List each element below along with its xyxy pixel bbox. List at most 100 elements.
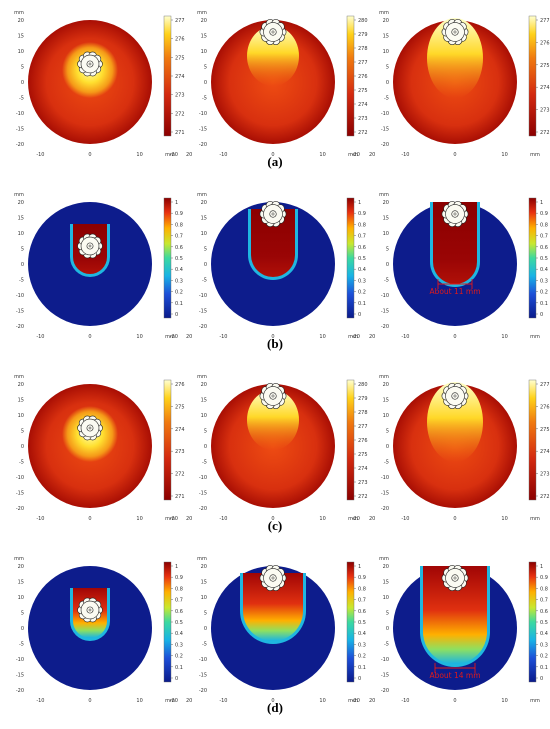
- tube-ring: [269, 392, 277, 400]
- y-tick-label: 20: [201, 18, 207, 24]
- x-tick-label: 10: [501, 698, 507, 704]
- y-tick-label: 10: [201, 413, 207, 419]
- tube-center: [271, 576, 275, 580]
- panel: mm20151050-5-10-15-20-20-1001020mmAbout …: [352, 556, 548, 704]
- colorbar-tick-label: 276: [175, 37, 185, 43]
- tube-body: [445, 22, 465, 42]
- y-tick-label: -5: [19, 278, 24, 284]
- tube-body: [80, 54, 100, 74]
- tube-body: [263, 386, 283, 406]
- y-tick-label: -10: [381, 111, 389, 117]
- colorbar-tick-label: 0.2: [540, 654, 548, 660]
- y-tick-label: -15: [381, 309, 389, 315]
- panel: mm20151050-5-10-15-20-20-1001020mmAbout …: [352, 192, 548, 340]
- colorbar-tick-label: 271: [175, 494, 185, 500]
- melt-region: [423, 566, 487, 664]
- warm-plume: [427, 18, 483, 98]
- x-tick-label: -10: [219, 516, 227, 522]
- colorbar-tick-label: 0: [358, 312, 361, 318]
- axis-unit-top: mm: [14, 192, 24, 198]
- colorbar-tick-label: 274: [175, 427, 185, 433]
- axis-unit-top: mm: [379, 10, 389, 16]
- y-tick-label: -5: [384, 278, 389, 284]
- y-tick-label: 0: [204, 626, 207, 632]
- y-tick-label: 0: [21, 444, 24, 450]
- y-tick-label: 5: [386, 65, 389, 71]
- dimension-label: About 14 mm: [429, 671, 480, 680]
- colorbar: [163, 197, 172, 319]
- colorbar: [163, 15, 172, 137]
- x-tick-label: -10: [401, 334, 409, 340]
- y-tick-label: -20: [16, 506, 24, 512]
- colorbar-tick-label: 275: [175, 55, 185, 61]
- colorbar-tick-label: 0.7: [540, 234, 548, 240]
- colorbar: [163, 561, 172, 683]
- y-tick-label: -10: [16, 111, 24, 117]
- colorbar-tick-label: 271: [175, 130, 185, 136]
- colorbar-tick-label: 274: [358, 466, 368, 472]
- colorbar: [346, 197, 355, 319]
- panel: mm 20 15 10 5 0 -5 -10 -15 -20 -20 -10 0 10 20 mm 277 276…: [14, 10, 192, 158]
- colorbar-tick-label: 0.1: [540, 301, 548, 307]
- x-tick-label: 0: [88, 698, 91, 704]
- axis-unit-top: mm: [14, 10, 24, 16]
- y-tick-label: 10: [18, 595, 24, 601]
- y-tick-label: -10: [199, 475, 207, 481]
- tube-center: [271, 394, 275, 398]
- tube-body: [263, 204, 283, 224]
- colorbar-tick-label: 279: [358, 32, 368, 38]
- y-tick-label: 15: [201, 580, 207, 586]
- tube-body: [80, 418, 100, 438]
- colorbar-tick-label: 1: [175, 200, 178, 206]
- x-tick-label: 10: [136, 334, 142, 340]
- y-tick-label: 10: [201, 231, 207, 237]
- y-tick-label: 20: [383, 564, 389, 570]
- y-tick-label: -15: [16, 309, 24, 315]
- colorbar-tick-label: 273: [540, 108, 550, 114]
- panel-caption: (b): [267, 336, 283, 351]
- colorbar-tick-label: 0.1: [175, 301, 183, 307]
- warm-plume: [247, 26, 299, 86]
- axis-unit-top: mm: [14, 556, 24, 562]
- axis-unit-bottom: mm: [348, 698, 358, 704]
- x-tick-label: -10: [401, 698, 409, 704]
- colorbar-tick-label: 275: [358, 88, 368, 94]
- colorbar-tick-label: 273: [358, 480, 368, 486]
- axis-unit-bottom: mm: [530, 516, 540, 522]
- x-tick-label: 0: [271, 152, 274, 158]
- panel-caption: (c): [267, 518, 283, 533]
- colorbar-tick-label: 278: [358, 46, 368, 52]
- colorbar-tick-label: 277: [358, 60, 368, 66]
- y-tick-label: -10: [381, 657, 389, 663]
- colorbar-tick-label: 277: [175, 18, 185, 24]
- y-tick-label: 15: [18, 216, 24, 222]
- y-tick-label: 20: [201, 200, 207, 206]
- colorbar-tick-label: 277: [540, 18, 550, 24]
- y-tick-label: 0: [21, 80, 24, 86]
- y-tick-label: 20: [18, 382, 24, 388]
- y-tick-label: -5: [19, 460, 24, 466]
- y-tick-label: -20: [199, 506, 207, 512]
- x-tick-label: -10: [36, 152, 44, 158]
- y-tick-label: -10: [199, 657, 207, 663]
- y-tick-label: -10: [199, 293, 207, 299]
- colorbar-tick-label: 0.2: [175, 290, 183, 296]
- panel: mm 20 15 10 5 0 -5 -10 -15 -20 -20 -10 0 10 20 mm 276 275…: [14, 374, 192, 522]
- colorbar-tick-label: 272: [358, 130, 368, 136]
- y-tick-label: 20: [201, 564, 207, 570]
- x-tick-label: 0: [88, 516, 91, 522]
- tube-center: [453, 394, 457, 398]
- axis-unit-bottom: mm: [530, 698, 540, 704]
- x-tick-label: 20: [369, 152, 375, 158]
- colorbar-tick-label: 0.9: [540, 211, 548, 217]
- colorbar-tick-label: 0.8: [358, 222, 366, 228]
- axis-unit-top: mm: [14, 374, 24, 380]
- y-tick-label: -15: [199, 673, 207, 679]
- x-tick-label: 10: [319, 516, 325, 522]
- y-tick-label: -5: [19, 96, 24, 102]
- y-tick-label: 5: [386, 611, 389, 617]
- colorbar-tick-label: 0.4: [175, 631, 183, 637]
- panel-caption: (a): [267, 154, 283, 169]
- colorbar-tick-label: 0.4: [358, 267, 366, 273]
